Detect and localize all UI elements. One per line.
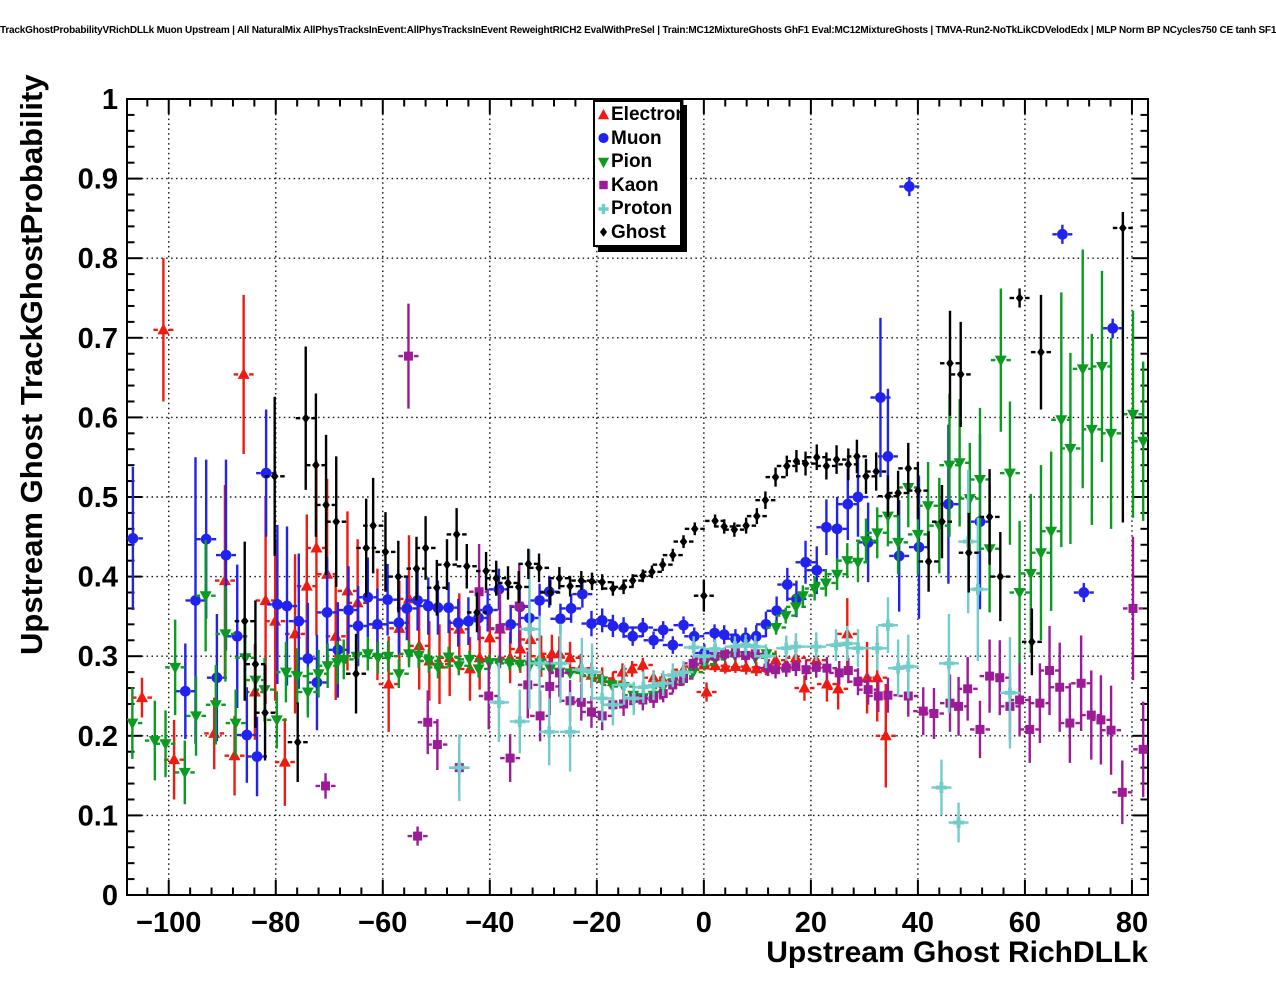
- y-tick-label: 1: [102, 84, 118, 116]
- legend-label: Proton: [611, 198, 673, 220]
- y-tick-label: 0: [102, 880, 118, 912]
- legend-item-kaon: Kaon: [596, 174, 680, 198]
- x-tick-label: −60: [358, 907, 407, 939]
- legend-item-electron: Electron: [596, 103, 687, 127]
- legend-item-proton: Proton: [596, 197, 680, 221]
- legend-box: Electron Muon Pion Kaon Proton Ghost: [593, 100, 687, 247]
- legend-label: Electron: [611, 104, 688, 126]
- y-tick-label: 0.3: [78, 641, 118, 673]
- kaon-marker-icon: [599, 181, 608, 190]
- legend-label: Kaon: [611, 174, 659, 196]
- y-tick-label: 0.4: [78, 562, 118, 594]
- plot-title: TrackGhostProbabilityVRichDLLk Muon Upst…: [0, 25, 1276, 36]
- x-tick-label: 20: [795, 907, 827, 939]
- legend-label: Pion: [611, 151, 653, 173]
- y-tick-label: 0.1: [78, 800, 118, 832]
- x-tick-label: 80: [1116, 907, 1148, 939]
- x-axis-title: Upstream Ghost RichDLLk: [766, 936, 1148, 969]
- series-ghost: [234, 212, 1133, 782]
- y-tick-label: 0.6: [78, 402, 118, 434]
- legend-label: Ghost: [611, 221, 666, 243]
- x-tick-label: 60: [1009, 907, 1041, 939]
- y-axis-title: Upstream Ghost TrackGhostProbability: [14, 74, 49, 655]
- legend-item-pion: Pion: [596, 150, 680, 174]
- proton-marker-icon: [598, 203, 609, 214]
- legend-item-muon: Muon: [596, 127, 680, 151]
- y-tick-label: 0.7: [78, 323, 118, 355]
- x-tick-label: 0: [696, 907, 712, 939]
- pion-marker-icon: [597, 157, 610, 168]
- legend-item-ghost: Ghost: [596, 221, 680, 245]
- ghost-marker-icon: [599, 227, 608, 237]
- y-tick-label: 0.2: [78, 721, 118, 753]
- muon-marker-icon: [598, 133, 609, 144]
- legend-label: Muon: [611, 127, 662, 149]
- y-tick-label: 0.5: [78, 482, 118, 514]
- y-tick-label: 0.9: [78, 164, 118, 196]
- y-tick-label: 0.8: [78, 243, 118, 275]
- electron-marker-icon: [597, 108, 610, 119]
- x-tick-label: −80: [251, 907, 300, 939]
- x-tick-label: −40: [465, 907, 514, 939]
- series-proton: [449, 469, 1020, 843]
- x-tick-label: −20: [572, 907, 621, 939]
- x-tick-label: 40: [902, 907, 934, 939]
- x-tick-label: −100: [136, 907, 201, 939]
